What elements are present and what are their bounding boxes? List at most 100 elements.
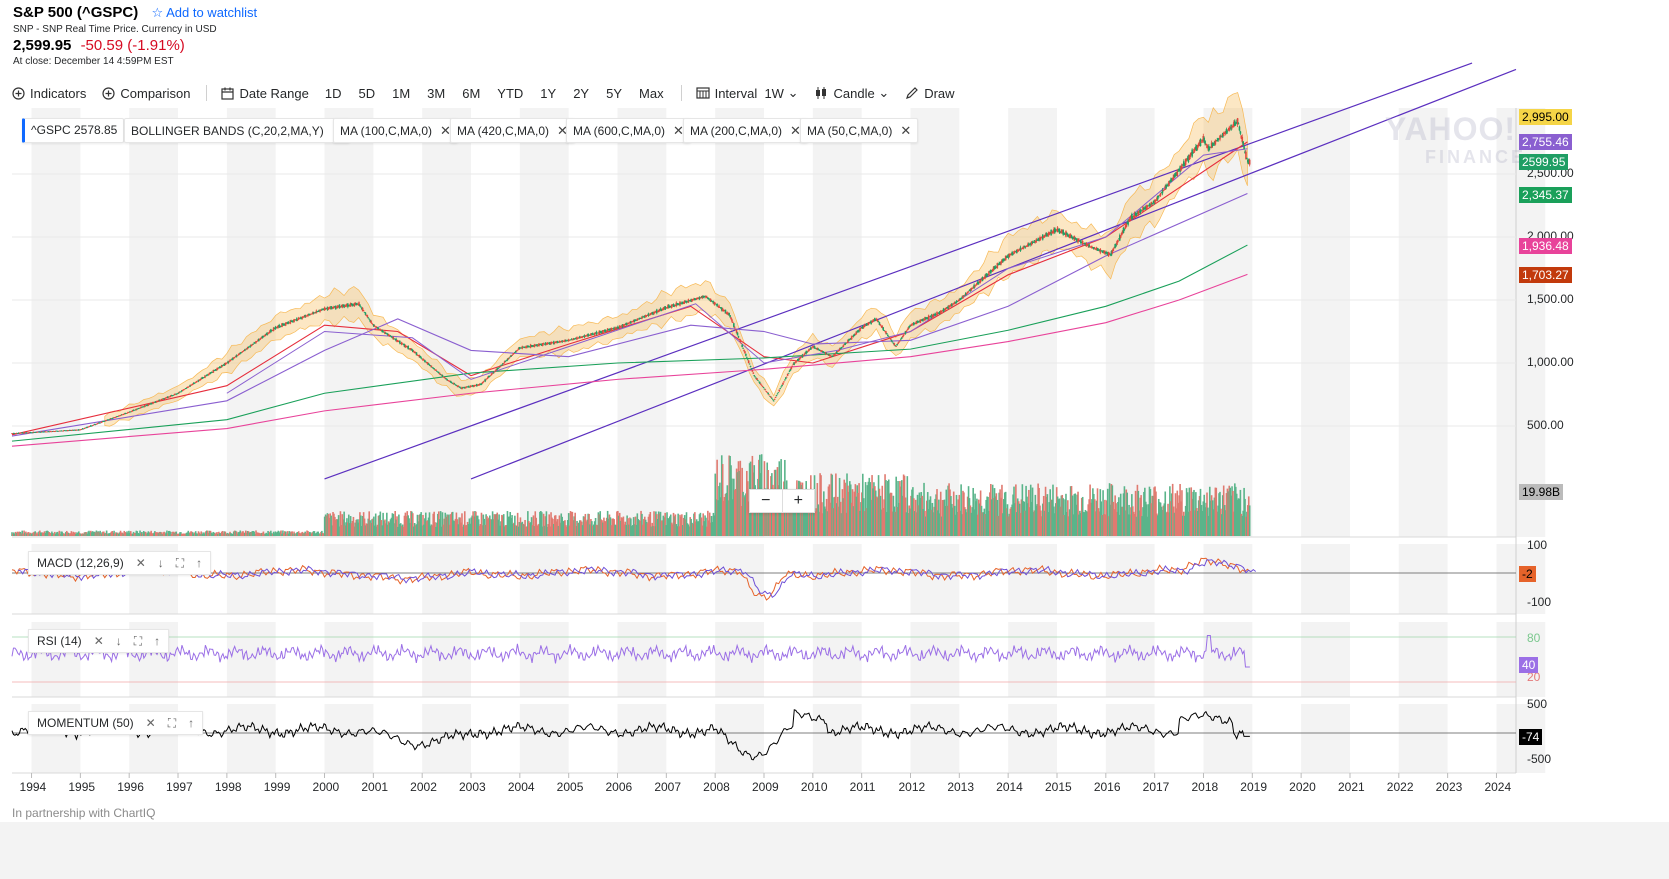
volume-bar xyxy=(174,531,177,536)
volume-bar xyxy=(220,531,223,536)
close-icon[interactable]: ✕ xyxy=(557,123,568,138)
zoom-in-button[interactable]: + xyxy=(781,490,815,512)
study-pill-ma50[interactable]: MA (50,C,MA,0) ✕ xyxy=(800,118,919,143)
expand-icon[interactable]: ⛶ xyxy=(175,556,185,570)
volume-bar xyxy=(838,477,841,536)
volume-bar xyxy=(150,530,152,536)
range-6m[interactable]: 6M xyxy=(462,85,481,101)
range-max[interactable]: Max xyxy=(639,85,664,101)
close-icon[interactable]: ✕ xyxy=(440,123,451,138)
range-5d[interactable]: 5D xyxy=(358,85,376,101)
candle-body xyxy=(388,334,391,337)
range-3m[interactable]: 3M xyxy=(427,85,446,101)
candle-body xyxy=(1053,228,1055,233)
arrow-up-icon[interactable]: ↑ xyxy=(154,634,161,648)
candle-body xyxy=(1189,153,1192,157)
close-icon[interactable]: ✕ xyxy=(900,123,912,138)
candle-body xyxy=(661,309,664,310)
candle-body xyxy=(1109,254,1112,255)
close-icon[interactable]: ✕ xyxy=(145,716,156,730)
chart-type-button[interactable]: Candle ⌄ xyxy=(814,85,889,101)
candle-body xyxy=(910,324,912,326)
candle-body xyxy=(463,386,466,389)
interval-button[interactable]: Interval 1W ⌄ xyxy=(695,85,799,101)
year-stripe xyxy=(812,108,862,537)
arrow-up-icon[interactable]: ↑ xyxy=(188,716,195,730)
study-pill-bollinger[interactable]: BOLLINGER BANDS (C,20,2,MA,Y)✕ xyxy=(124,118,350,143)
study-pill-gspc[interactable]: ^GSPC 2578.85 xyxy=(22,118,125,143)
close-icon[interactable]: ✕ xyxy=(790,123,801,138)
arrow-up-icon[interactable]: ↑ xyxy=(196,556,203,570)
candle-body xyxy=(975,284,977,286)
study-pill-ma100[interactable]: MA (100,C,MA,0) ✕ xyxy=(333,118,458,143)
volume-bar xyxy=(24,532,26,536)
volume-bar xyxy=(203,533,205,536)
close-icon[interactable]: ✕ xyxy=(93,634,104,648)
range-1d[interactable]: 1D xyxy=(324,85,342,101)
candle-body xyxy=(944,307,947,310)
volume-bar xyxy=(1247,505,1249,536)
candle-body xyxy=(836,351,838,354)
volume-bar xyxy=(271,533,274,536)
range-5y[interactable]: 5Y xyxy=(606,85,623,101)
volume-bar xyxy=(1050,499,1052,536)
volume-bar xyxy=(924,510,926,536)
macd-panel-label[interactable]: MACD (12,26,9) ✕ ↓ ⛶ ↑ xyxy=(28,551,212,575)
candle-body xyxy=(951,303,953,307)
zoom-out-button[interactable]: − xyxy=(761,492,771,509)
candle-body xyxy=(1031,242,1034,244)
arrow-down-icon[interactable]: ↓ xyxy=(115,634,122,648)
volume-bar xyxy=(887,481,889,536)
candle-body xyxy=(53,431,56,433)
candle-body xyxy=(100,422,102,424)
candle-body xyxy=(113,417,115,419)
volume-bar xyxy=(59,533,62,536)
range-1y[interactable]: 1Y xyxy=(540,85,557,101)
range-1m[interactable]: 1M xyxy=(392,85,411,101)
date-range-button[interactable]: Date Range xyxy=(221,86,309,101)
arrow-down-icon[interactable]: ↓ xyxy=(157,556,164,570)
volume-bar xyxy=(1105,514,1107,536)
add-to-watchlist-button[interactable]: ☆ Add to watchlist xyxy=(151,5,258,20)
volume-bar xyxy=(1245,516,1247,536)
volume-bar xyxy=(842,498,845,536)
volume-bar xyxy=(755,495,757,536)
volume-bar xyxy=(1157,515,1159,536)
volume-bar xyxy=(942,499,945,536)
volume-bar xyxy=(444,512,447,536)
study-pill-ma600[interactable]: MA (600,C,MA,0) ✕ xyxy=(566,118,691,143)
expand-icon[interactable]: ⛶ xyxy=(133,634,143,648)
volume-bar xyxy=(945,489,948,536)
study-pill-ma200[interactable]: MA (200,C,MA,0) ✕ xyxy=(683,118,808,143)
volume-bar xyxy=(225,533,228,536)
expand-icon[interactable]: ⛶ xyxy=(167,716,177,730)
candle-body xyxy=(787,372,790,374)
close-icon[interactable]: ✕ xyxy=(135,556,146,570)
candle-body xyxy=(1098,249,1101,252)
volume-bar xyxy=(363,518,366,536)
candle-body xyxy=(1229,127,1231,129)
indicators-button[interactable]: Indicators xyxy=(12,86,86,101)
volume-bar xyxy=(946,505,949,536)
momentum-panel-label[interactable]: MOMENTUM (50) ✕ ⛶ ↑ xyxy=(28,711,204,735)
volume-bar xyxy=(1039,505,1041,536)
volume-bar xyxy=(610,525,613,536)
candle-body xyxy=(672,304,675,307)
rsi-panel-label[interactable]: RSI (14) ✕ ↓ ⛶ ↑ xyxy=(28,629,170,653)
range-2y[interactable]: 2Y xyxy=(573,85,590,101)
candle-body xyxy=(747,360,750,364)
draw-button[interactable]: Draw xyxy=(905,86,955,101)
volume-bar xyxy=(317,531,319,536)
volume-bar xyxy=(949,489,951,536)
close-icon[interactable]: ✕ xyxy=(673,123,684,138)
comparison-button[interactable]: Comparison xyxy=(102,86,190,101)
study-pill-ma420[interactable]: MA (420,C,MA,0) ✕ xyxy=(450,118,575,143)
range-ytd[interactable]: YTD xyxy=(497,85,524,101)
candle-body xyxy=(752,372,755,374)
volume-bar xyxy=(822,513,824,536)
volume-bar xyxy=(90,532,93,536)
chevron-down-icon: ⌄ xyxy=(787,85,799,100)
volume-bar xyxy=(1109,504,1112,536)
candle-body xyxy=(978,281,981,283)
